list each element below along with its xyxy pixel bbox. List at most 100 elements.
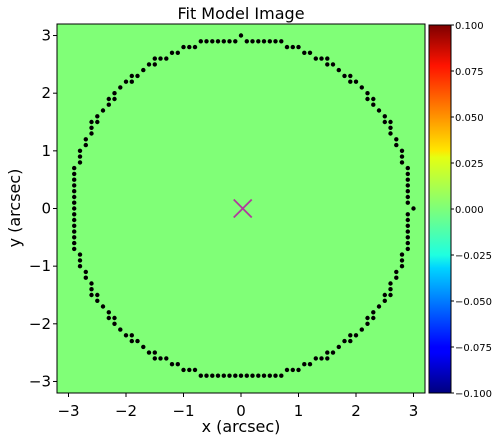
mask-point [123, 79, 129, 84]
colorbar-tick-label: 0.100 [455, 21, 484, 32]
mask-point [158, 56, 163, 61]
mask-point [284, 44, 290, 50]
mask-point [325, 62, 330, 67]
mask-point [382, 119, 387, 125]
mask-point [164, 56, 169, 61]
mask-point [394, 137, 399, 142]
y-tick-label: −3 [29, 372, 51, 390]
mask-point [238, 373, 244, 378]
mask-point [405, 212, 410, 217]
mask-point [394, 275, 399, 280]
mask-point [146, 350, 152, 355]
mask-point [72, 206, 77, 211]
mask-point [267, 39, 272, 44]
y-axis: −3 −2 −1 0 1 2 3 [29, 27, 57, 390]
mask-point [100, 108, 106, 113]
mask-point [158, 356, 163, 361]
mask-point [388, 287, 393, 292]
mask-point [365, 91, 370, 96]
mask-point [296, 44, 301, 50]
y-tick-label: 2 [41, 84, 51, 102]
mask-point [353, 79, 359, 84]
mask-point [371, 102, 376, 107]
mask-point [72, 246, 77, 252]
mask-point [399, 258, 405, 263]
mask-point [106, 315, 112, 321]
mask-point [77, 252, 83, 257]
mask-point [210, 39, 215, 44]
mask-point [405, 177, 410, 182]
mask-point [83, 137, 89, 142]
mask-point [83, 269, 89, 275]
colorbar-tick-label: −0.100 [455, 389, 492, 400]
mask-point [72, 235, 77, 240]
centre-marker-stroke [233, 198, 253, 219]
chart-title: Fit Model Image [177, 4, 304, 23]
mask-point [371, 315, 376, 321]
mask-point [290, 44, 295, 50]
mask-point [405, 240, 410, 246]
mask-point [382, 292, 387, 298]
mask-point [72, 217, 77, 223]
mask-point [72, 189, 77, 194]
mask-point [89, 281, 94, 286]
mask-point [83, 142, 89, 148]
mask-point [405, 194, 410, 200]
mask-point [192, 367, 198, 373]
mask-point [215, 373, 221, 378]
y-tick-label: −2 [29, 315, 51, 333]
mask-point [77, 148, 83, 153]
mask-point [106, 310, 112, 315]
mask-point [279, 373, 284, 378]
mask-point [244, 373, 249, 378]
mask-point [112, 96, 117, 102]
mask-point [112, 315, 117, 321]
mask-point [307, 362, 313, 367]
mask-point [405, 246, 410, 252]
mask-point [365, 96, 370, 102]
mask-point [405, 200, 410, 205]
colorbar-tick-label: −0.050 [455, 297, 492, 308]
x-tick-label: 0 [236, 402, 246, 420]
mask-point [233, 373, 238, 378]
mask-point [302, 50, 307, 55]
mask-point [175, 362, 180, 367]
mask-point [250, 373, 255, 378]
x-axis: −3 −2 −1 0 1 2 3 [57, 393, 418, 420]
y-tick-label: 0 [41, 200, 51, 218]
mask-point [72, 200, 77, 205]
mask-point [164, 356, 169, 361]
mask-point [89, 131, 94, 136]
mask-point [129, 79, 134, 84]
mask-point [95, 119, 100, 125]
mask-point [187, 44, 192, 50]
mask-point [399, 154, 405, 159]
mask-point [313, 56, 318, 61]
y-tick-label: 3 [41, 27, 51, 45]
mask-point [319, 356, 324, 361]
mask-point [279, 39, 284, 44]
mask-point [325, 356, 330, 361]
mask-point [394, 269, 399, 275]
mask-point [405, 235, 410, 240]
mask-point [72, 229, 77, 234]
colorbar-tick-label: 0.075 [455, 67, 484, 78]
mask-point [342, 73, 347, 79]
mask-point [365, 315, 370, 321]
mask-point [405, 189, 410, 194]
mask-point [388, 125, 393, 130]
mask-point [118, 85, 123, 90]
mask-point [296, 367, 301, 373]
mask-point [72, 194, 77, 200]
x-axis-label: x (arcsec) [202, 417, 281, 436]
colorbar-tick-label: 0.050 [455, 113, 484, 124]
mask-point [330, 350, 336, 355]
mask-point [204, 39, 209, 44]
mask-point [95, 298, 100, 303]
mask-point [244, 39, 249, 44]
mask-point [141, 67, 146, 73]
mask-point [302, 362, 307, 367]
x-tick-label: −1 [172, 402, 194, 420]
colorbar-ticks: 0.100 0.075 0.050 0.025 0.000 −0.025 −0.050 −0.… [451, 21, 492, 400]
